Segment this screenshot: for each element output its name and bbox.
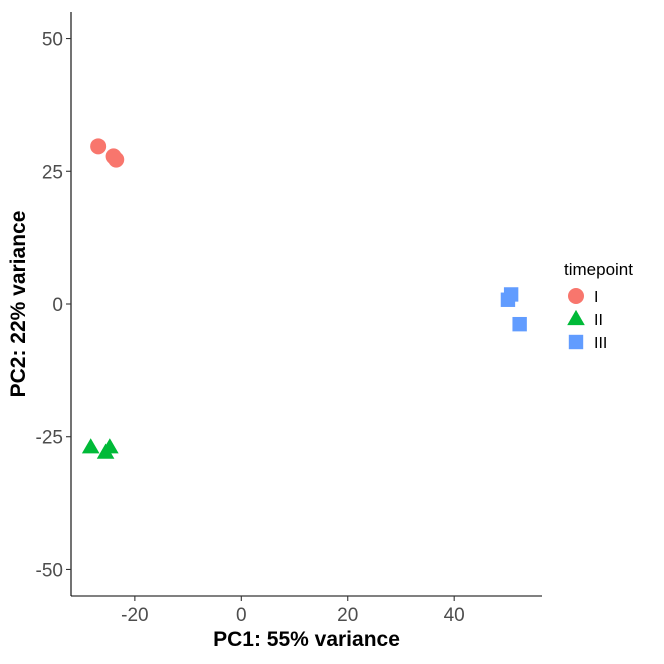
legend-label: I xyxy=(594,289,598,306)
legend-item-I: I xyxy=(568,288,598,306)
legend-item-III: III xyxy=(568,334,607,352)
legend-item-II: II xyxy=(567,309,603,329)
x-axis-ticks: -20 0 20 40 xyxy=(121,596,465,626)
y-axis-title: PC2: 22% variance xyxy=(7,211,30,398)
y-tick-label: 0 xyxy=(52,295,63,316)
data-point-III xyxy=(512,316,527,332)
x-tick-label: -20 xyxy=(121,605,148,626)
x-axis-title: PC1: 55% variance xyxy=(213,628,400,651)
legend-key-II xyxy=(567,309,585,326)
x-tick-label: 40 xyxy=(444,605,465,626)
x-tick-label: 0 xyxy=(236,605,247,626)
data-point-I xyxy=(90,138,107,155)
y-tick-label: -50 xyxy=(36,560,63,581)
x-tick-label: 20 xyxy=(337,605,358,626)
legend-title: timepoint xyxy=(564,260,633,279)
y-tick-label: 50 xyxy=(42,30,63,51)
data-point-II xyxy=(101,438,119,454)
data-points xyxy=(81,138,527,459)
y-tick-label: -25 xyxy=(36,428,63,449)
legend-label: II xyxy=(594,312,603,329)
data-point-II xyxy=(81,438,100,454)
data-point-III xyxy=(500,292,516,307)
legend-key-III xyxy=(568,334,584,350)
y-tick-label: 25 xyxy=(42,162,63,183)
legend-label: III xyxy=(594,335,607,352)
legend-key-I xyxy=(568,288,584,304)
data-point-I xyxy=(108,151,125,168)
y-axis-ticks: -50 -25 0 25 50 xyxy=(36,30,71,581)
